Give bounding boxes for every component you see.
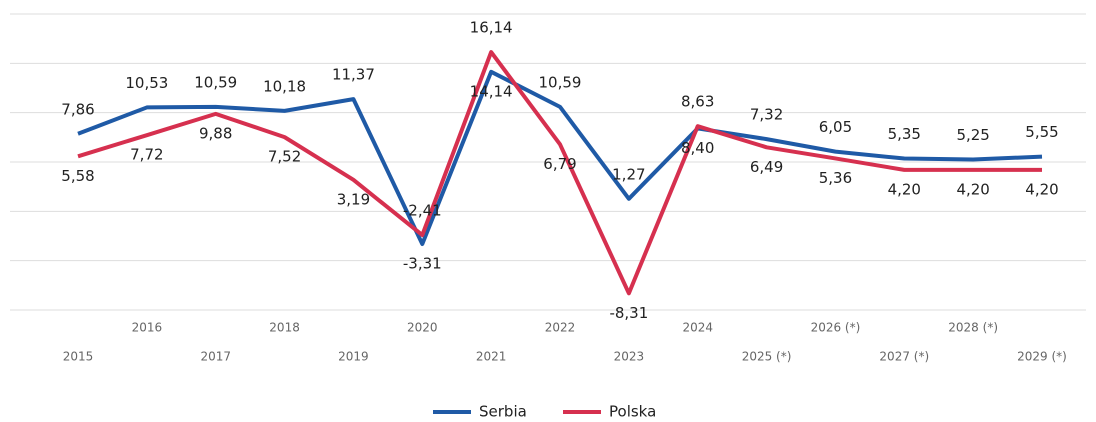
legend-label: Polska [609, 403, 656, 421]
data-label: 8,63 [681, 93, 714, 111]
data-label: 10,59 [539, 73, 582, 91]
x-tick-label: 2028 (*) [948, 321, 998, 335]
data-label: 5,25 [956, 126, 989, 144]
data-label: 1,27 [612, 165, 645, 183]
x-tick-label: 2015 [63, 350, 94, 364]
data-label: 16,14 [470, 19, 513, 37]
x-tick-label: 2019 [338, 350, 369, 364]
data-label: 5,36 [819, 169, 852, 187]
data-label: 4,20 [956, 180, 989, 198]
data-label: 6,79 [543, 155, 576, 173]
data-label: 7,52 [268, 148, 301, 166]
x-tick-label: 2027 (*) [879, 350, 929, 364]
data-label: 3,19 [337, 190, 370, 208]
data-label: 6,05 [819, 118, 852, 136]
x-tick-label: 2017 [200, 350, 231, 364]
data-label: 11,37 [332, 66, 375, 84]
data-label: -2,41 [403, 202, 442, 220]
data-label: 9,88 [199, 124, 232, 142]
data-label: 14,14 [470, 82, 513, 100]
data-label: 7,72 [130, 146, 163, 164]
data-label: 5,35 [888, 125, 921, 143]
series-line [77, 69, 1043, 246]
data-label: 7,32 [750, 106, 783, 124]
data-label: 5,55 [1025, 123, 1058, 141]
x-tick-label: 2022 [545, 321, 576, 335]
x-tick-label: 2024 [682, 321, 713, 335]
data-label: 6,49 [750, 158, 783, 176]
data-label: 4,20 [888, 180, 921, 198]
x-tick-label: 2026 (*) [811, 321, 861, 335]
x-tick-label: 2021 [476, 350, 507, 364]
x-tick-label: 2029 (*) [1017, 350, 1067, 364]
data-label: -8,31 [609, 304, 648, 322]
x-tick-label: 2020 [407, 321, 438, 335]
x-tick-label: 2016 [132, 321, 163, 335]
data-label: 8,40 [681, 139, 714, 157]
x-tick-label: 2025 (*) [742, 350, 792, 364]
legend-label: Serbia [479, 403, 527, 421]
x-tick-label: 2018 [269, 321, 300, 335]
data-label: 10,59 [194, 73, 237, 91]
data-label: 5,58 [61, 167, 94, 185]
data-label: 10,53 [125, 74, 168, 92]
data-label: 4,20 [1025, 180, 1058, 198]
data-label: 10,18 [263, 77, 306, 95]
series-line [77, 50, 1042, 296]
data-label: 7,86 [61, 100, 94, 118]
x-tick-label: 2023 [614, 350, 645, 364]
data-label: -3,31 [403, 254, 442, 272]
